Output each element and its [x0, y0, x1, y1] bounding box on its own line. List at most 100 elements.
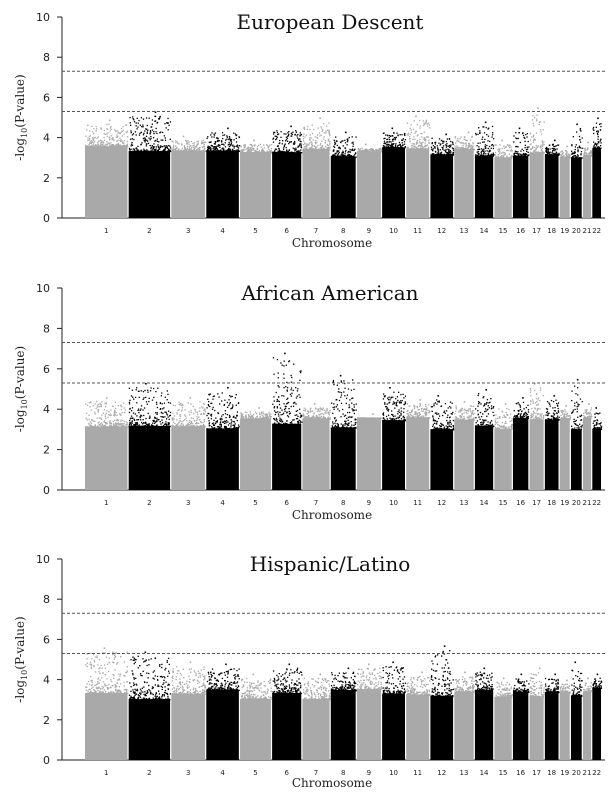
snp-point [450, 153, 452, 156]
snp-point [160, 131, 162, 133]
snp-point [541, 147, 544, 149]
snp-point [121, 146, 123, 148]
snp-point [498, 153, 501, 155]
snp-point [153, 387, 155, 390]
snp-point [319, 144, 321, 146]
snp-point [351, 402, 353, 404]
snp-point [117, 146, 119, 148]
snp-point [506, 157, 509, 159]
snp-point [278, 403, 281, 406]
snp-point [308, 149, 311, 151]
snp-point [477, 133, 479, 136]
snp-point [142, 398, 144, 400]
snp-point [177, 149, 179, 152]
snp-point [297, 423, 299, 425]
snp-point [125, 131, 127, 133]
snp-point [297, 133, 299, 136]
snp-point [562, 151, 564, 154]
snp-point [462, 147, 464, 150]
snp-point [540, 144, 542, 146]
snp-point [325, 132, 327, 134]
snp-point [397, 144, 399, 147]
snp-point [101, 423, 104, 426]
snp-point [400, 420, 402, 422]
snp-point [226, 136, 228, 138]
snp-point [196, 417, 199, 420]
snp-point [92, 143, 94, 146]
snp-point [207, 398, 209, 400]
snp-point [181, 147, 183, 149]
snp-point [308, 149, 310, 151]
snp-point [238, 136, 240, 138]
snp-point [578, 135, 581, 138]
snp-point [525, 153, 527, 155]
snp-point [533, 125, 535, 127]
snp-point [207, 147, 210, 150]
snp-point [459, 147, 461, 149]
snp-point [210, 141, 212, 143]
snp-point [458, 140, 460, 143]
snp-point [576, 155, 578, 158]
snp-point [340, 427, 342, 429]
snp-point [130, 124, 132, 126]
snp-point [457, 139, 459, 142]
snp-point [521, 155, 523, 158]
snp-point [96, 404, 99, 406]
snp-point [554, 152, 556, 154]
snp-point [131, 141, 133, 144]
snp-point [158, 118, 160, 120]
snp-point [256, 415, 258, 417]
snp-point [332, 154, 334, 156]
snp-point [112, 405, 114, 407]
snp-point [383, 395, 386, 397]
chromosome-label: 22 [592, 227, 601, 235]
snp-point [341, 427, 343, 429]
snp-point [249, 151, 252, 154]
snp-point [242, 417, 245, 419]
snp-point [497, 154, 499, 156]
snp-point [176, 411, 178, 414]
snp-point [586, 152, 588, 155]
snp-point [171, 140, 173, 142]
snp-point [355, 409, 357, 411]
snp-point [101, 140, 103, 142]
snp-point [492, 154, 495, 156]
snp-point [353, 149, 355, 151]
snp-point [316, 415, 318, 417]
snp-point [328, 129, 330, 131]
snp-point [231, 149, 234, 151]
chromosome-4-top-hit [227, 127, 229, 130]
snp-point [595, 143, 598, 145]
snp-point [343, 380, 345, 382]
snp-point [252, 152, 254, 154]
snp-point [117, 135, 119, 138]
snp-point [116, 425, 118, 427]
snp-point [348, 150, 350, 153]
snp-point [114, 422, 117, 424]
snp-point [90, 422, 92, 424]
snp-point [395, 418, 397, 420]
snp-point [495, 155, 497, 158]
snp-point [133, 398, 135, 400]
snp-point [329, 140, 331, 143]
snp-point [378, 148, 380, 150]
snp-point [187, 422, 189, 424]
snp-point [182, 420, 185, 422]
snp-point [117, 422, 119, 424]
snp-point [307, 417, 309, 419]
snp-point [202, 413, 205, 415]
snp-point [432, 153, 435, 155]
snp-point [234, 133, 237, 135]
snp-point [264, 413, 266, 415]
snp-point [165, 421, 167, 423]
snp-point [193, 147, 196, 149]
snp-point [263, 144, 265, 146]
snp-point [234, 397, 236, 399]
snp-point [401, 146, 403, 149]
snp-point [392, 417, 394, 420]
snp-point [317, 416, 319, 418]
snp-point [392, 140, 394, 142]
snp-point [432, 144, 435, 147]
snp-point [522, 149, 525, 152]
snp-point [207, 405, 210, 407]
